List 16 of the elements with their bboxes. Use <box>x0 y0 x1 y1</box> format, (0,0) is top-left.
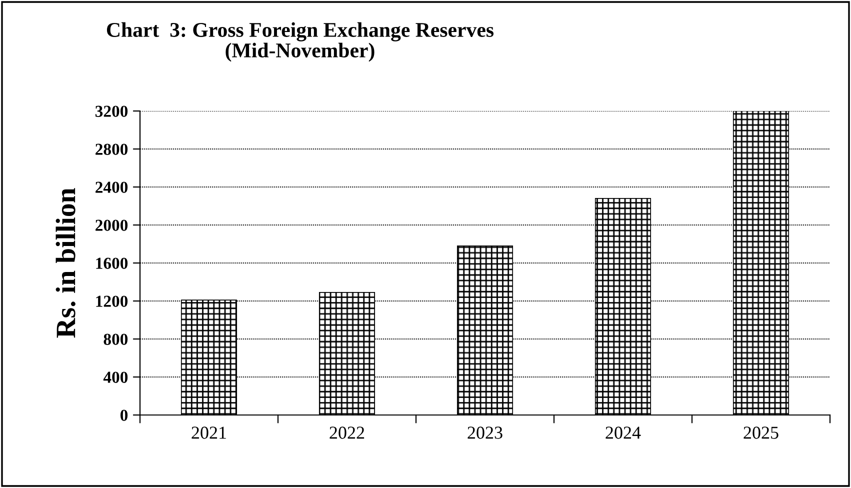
x-tick-label: 2024 <box>606 426 641 439</box>
y-tick-label: 800 <box>104 334 128 345</box>
x-tick-label: 2022 <box>330 426 364 439</box>
x-tick-label: 2025 <box>744 426 778 439</box>
x-tick-label: 2023 <box>468 426 502 439</box>
y-axis-title: Rs. in billion <box>56 188 76 338</box>
y-tick-label: 0 <box>120 410 128 421</box>
y-tick-label: 2400 <box>96 182 128 193</box>
y-tick-label: 400 <box>103 372 128 383</box>
y-tick-label: 3200 <box>95 106 128 117</box>
y-tick-label: 2000 <box>96 220 128 231</box>
y-tick-label: 1600 <box>96 258 128 269</box>
y-tick-label: 2800 <box>96 144 128 155</box>
y-tick-label: 1200 <box>96 296 128 307</box>
x-tick-label: 2021 <box>192 426 226 439</box>
chart-title: Chart 3: Gross Foreign Exchange Reserves (Mid-November) <box>106 22 494 62</box>
